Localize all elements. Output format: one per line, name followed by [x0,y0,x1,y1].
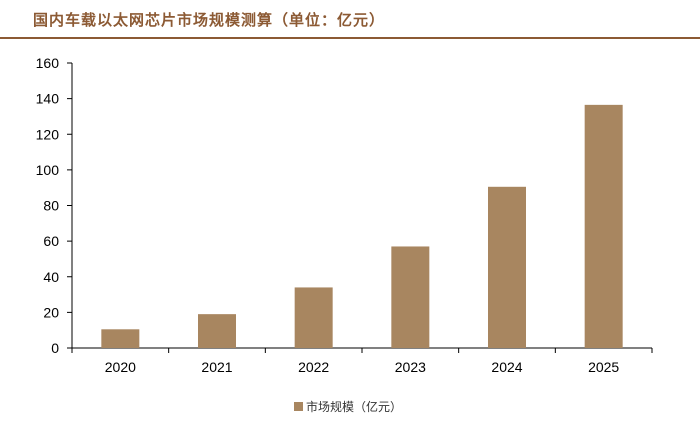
y-tick-label: 100 [36,162,60,178]
x-tick-label: 2025 [588,359,619,375]
y-tick-label: 80 [43,198,59,214]
y-tick-label: 40 [43,269,59,285]
chart-header: 国内车载以太网芯片市场规模测算（单位：亿元） [0,0,700,39]
bar-2025 [584,104,623,348]
bar-2022 [294,287,333,348]
x-tick-label: 2024 [491,359,522,375]
x-tick-label: 2021 [201,359,232,375]
chart-legend: 市场规模（亿元） [294,398,402,415]
bar-chart: 0 20 40 60 80 100 120 140 160 2020 2021 2022 2023 202… [36,55,653,375]
y-tick-label: 60 [43,233,59,249]
legend-swatch [294,402,303,411]
y-tick-label: 160 [36,55,60,71]
y-tick-label: 140 [36,91,60,107]
title-divider [0,37,700,39]
x-tick-label: 2023 [395,359,426,375]
x-tick-label: 2022 [298,359,329,375]
legend-label: 市场规模（亿元） [306,400,403,414]
bar-2021 [198,314,236,348]
y-tick-label: 120 [36,126,60,142]
y-tick-label: 0 [51,340,59,356]
bar-2024 [488,186,526,348]
x-tick-label: 2020 [105,359,136,375]
chart-title: 国内车载以太网芯片市场规模测算（单位：亿元） [33,11,386,29]
y-tick-label: 20 [43,304,59,320]
bar-2020 [101,329,140,348]
bar-2023 [391,246,430,348]
